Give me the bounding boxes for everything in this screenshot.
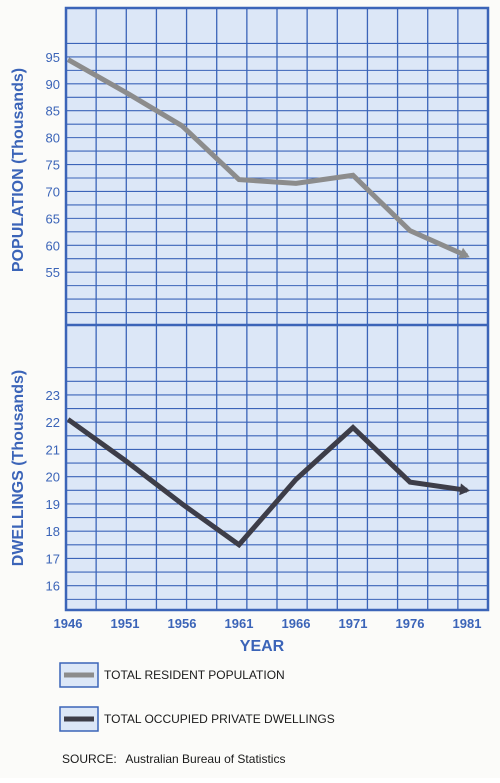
y-tick-label: 65 [46,211,60,226]
y-tick-label: 55 [46,265,60,280]
legend: TOTAL RESIDENT POPULATION TOTAL OCCUPIED… [59,662,335,732]
x-axis-label: YEAR [240,638,285,655]
y-tick-label: 95 [46,50,60,65]
tick-layer: 55 60 65 70 75 80 85 90 95 16 17 18 19 20 21 22 23 1946 19… [46,6,490,631]
legend-item-population: TOTAL RESIDENT POPULATION [59,662,285,688]
y-tick-label: 85 [46,104,60,119]
y-tick-label: 21 [46,442,60,457]
y-tick-label: 80 [46,131,60,146]
legend-item-dwellings: TOTAL OCCUPIED PRIVATE DWELLINGS [59,706,335,732]
y-tick-label: 23 [46,388,60,403]
series-line [66,417,468,549]
legend-label-population: TOTAL RESIDENT POPULATION [104,668,285,682]
x-tick-label: 1961 [225,616,254,631]
source-note: SOURCE: Australian Bureau of Statistics [62,752,285,766]
series-arrowhead [458,247,470,259]
x-tick-label: 1981 [453,616,482,631]
population-axis-label: POPULATION (Thousands) [10,68,27,272]
source-prefix: SOURCE: [62,752,117,766]
y-tick-label: 22 [46,415,60,430]
x-tick-label: 1951 [111,616,140,631]
y-tick-label: 17 [46,551,60,566]
x-tick-label: 1976 [396,616,425,631]
x-tick-label: 1956 [168,616,197,631]
x-tick-label: 1966 [282,616,311,631]
y-tick-label: 90 [46,77,60,92]
y-tick-label: 19 [46,497,60,512]
plot-frame [64,6,490,612]
legend-label-dwellings: TOTAL OCCUPIED PRIVATE DWELLINGS [104,712,335,726]
series-line [66,57,469,259]
series-arrowhead [459,483,470,496]
y-tick-label: 75 [46,158,60,173]
y-tick-label: 16 [46,579,60,594]
y-tick-label: 18 [46,524,60,539]
y-tick-label: 20 [46,470,60,485]
x-tick-label: 1946 [54,616,83,631]
series-layer [66,57,470,549]
y-tick-label: 70 [46,184,60,199]
y-tick-label: 60 [46,238,60,253]
x-tick-label: 1971 [339,616,368,631]
source-text: Australian Bureau of Statistics [125,752,285,766]
dwellings-axis-label: DWELLINGS (Thousands) [10,370,27,566]
